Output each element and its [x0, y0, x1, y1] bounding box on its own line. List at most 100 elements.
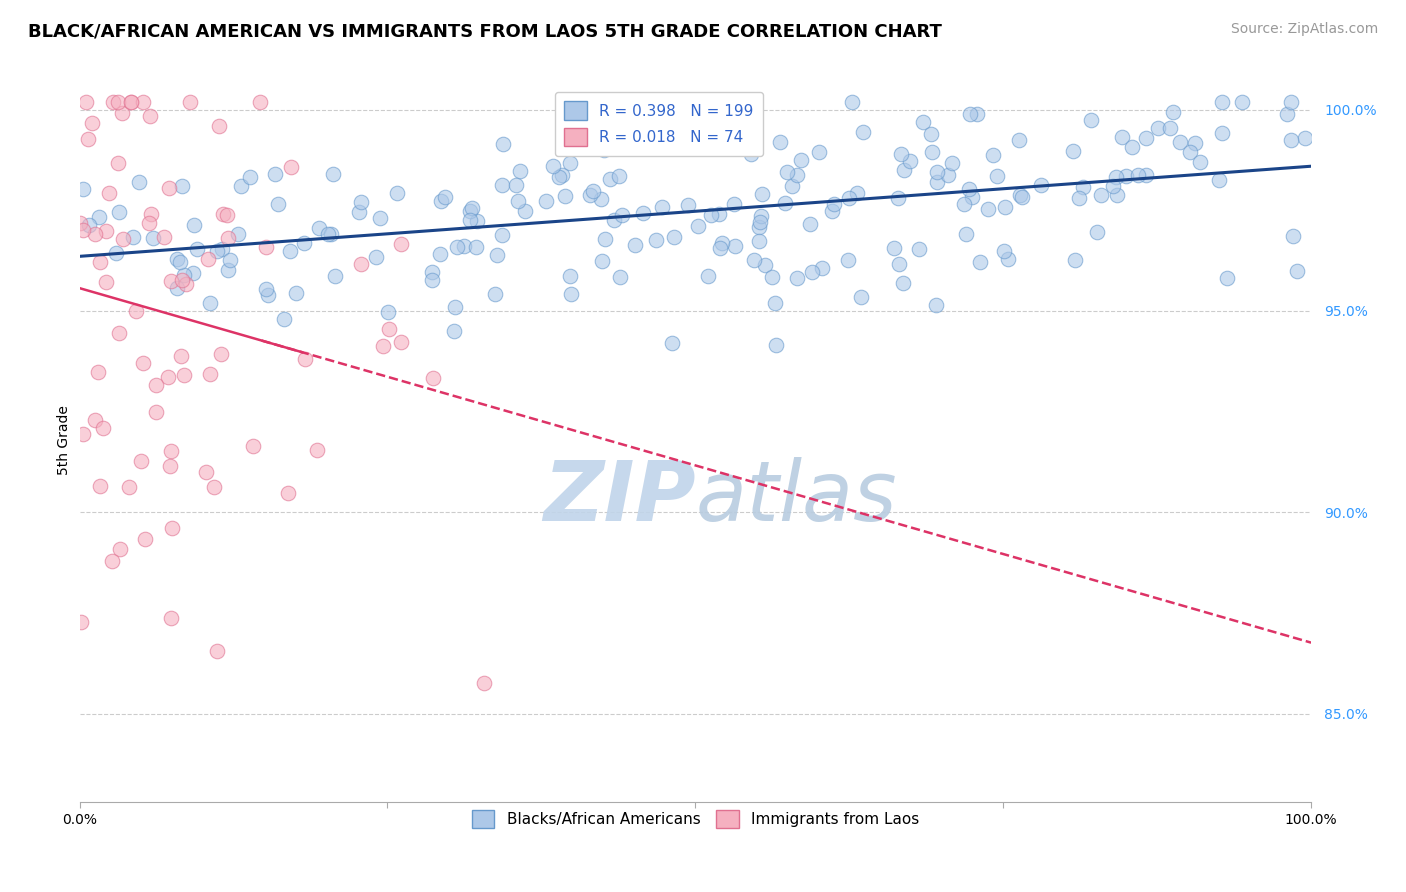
Point — [1111, 130, 1133, 145]
Point — [837, 253, 859, 268]
Point — [769, 135, 792, 149]
Point — [1115, 169, 1137, 183]
Point — [631, 206, 654, 220]
Point — [1069, 191, 1091, 205]
Point — [208, 119, 231, 133]
Point — [1105, 170, 1128, 185]
Point — [1208, 173, 1230, 187]
Point — [103, 95, 125, 109]
Point — [900, 154, 922, 169]
Point — [284, 285, 307, 300]
Point — [292, 235, 315, 250]
Point — [751, 187, 773, 202]
Point — [83, 227, 105, 242]
Point — [72, 223, 94, 237]
Point — [69, 615, 91, 630]
Point — [602, 212, 624, 227]
Point — [267, 196, 290, 211]
Point — [91, 421, 114, 435]
Point — [686, 219, 709, 233]
Point — [560, 112, 582, 126]
Point — [215, 208, 238, 222]
Point — [709, 241, 731, 255]
Point — [198, 296, 221, 310]
Point — [205, 244, 228, 258]
Point — [911, 115, 934, 129]
Point — [821, 204, 844, 219]
Point — [491, 228, 513, 243]
Point — [205, 644, 228, 658]
Point — [446, 239, 468, 253]
Point — [107, 326, 129, 340]
Point — [368, 211, 391, 226]
Text: Source: ZipAtlas.com: Source: ZipAtlas.com — [1230, 22, 1378, 37]
Point — [472, 676, 495, 690]
Point — [153, 229, 176, 244]
Point — [1168, 135, 1191, 149]
Point — [254, 282, 277, 296]
Point — [1031, 178, 1053, 193]
Point — [434, 190, 457, 204]
Point — [742, 252, 765, 267]
Point — [461, 201, 484, 215]
Point — [1080, 112, 1102, 127]
Point — [1294, 130, 1316, 145]
Point — [249, 95, 271, 109]
Point — [217, 231, 239, 245]
Point — [89, 254, 111, 268]
Point — [198, 368, 221, 382]
Point — [800, 265, 823, 279]
Point — [166, 252, 188, 266]
Point — [748, 215, 770, 229]
Point — [589, 192, 612, 206]
Point — [1062, 144, 1084, 158]
Point — [610, 208, 633, 222]
Point — [893, 162, 915, 177]
Point — [1211, 95, 1233, 109]
Point — [1232, 95, 1254, 109]
Point — [966, 107, 988, 121]
Point — [1216, 271, 1239, 285]
Point — [94, 224, 117, 238]
Point — [491, 178, 513, 192]
Point — [1184, 136, 1206, 150]
Point — [1180, 145, 1202, 160]
Point — [676, 198, 699, 212]
Y-axis label: 5th Grade: 5th Grade — [58, 405, 72, 475]
Point — [740, 147, 762, 161]
Point — [80, 116, 103, 130]
Point — [316, 227, 339, 242]
Point — [179, 95, 201, 109]
Point — [160, 443, 183, 458]
Point — [107, 156, 129, 170]
Point — [927, 175, 949, 189]
Point — [723, 239, 745, 253]
Point — [1135, 168, 1157, 182]
Point — [242, 439, 264, 453]
Point — [921, 145, 943, 159]
Point — [128, 175, 150, 189]
Point — [209, 347, 232, 361]
Point — [960, 190, 983, 204]
Text: BLACK/AFRICAN AMERICAN VS IMMIGRANTS FROM LAOS 5TH GRADE CORRELATION CHART: BLACK/AFRICAN AMERICAN VS IMMIGRANTS FRO… — [28, 22, 942, 40]
Point — [952, 196, 974, 211]
Point — [986, 169, 1008, 183]
Point — [509, 164, 531, 178]
Point — [1105, 188, 1128, 202]
Point — [1126, 168, 1149, 182]
Point — [1102, 179, 1125, 194]
Point — [1085, 225, 1108, 239]
Point — [322, 167, 344, 181]
Point — [664, 229, 686, 244]
Point — [773, 195, 796, 210]
Point — [96, 275, 118, 289]
Text: ZIP: ZIP — [543, 458, 696, 539]
Point — [1279, 132, 1302, 146]
Point — [278, 244, 301, 259]
Point — [579, 188, 602, 202]
Point — [505, 178, 527, 193]
Point — [513, 203, 536, 218]
Point — [596, 121, 619, 136]
Point — [1011, 190, 1033, 204]
Point — [77, 218, 100, 232]
